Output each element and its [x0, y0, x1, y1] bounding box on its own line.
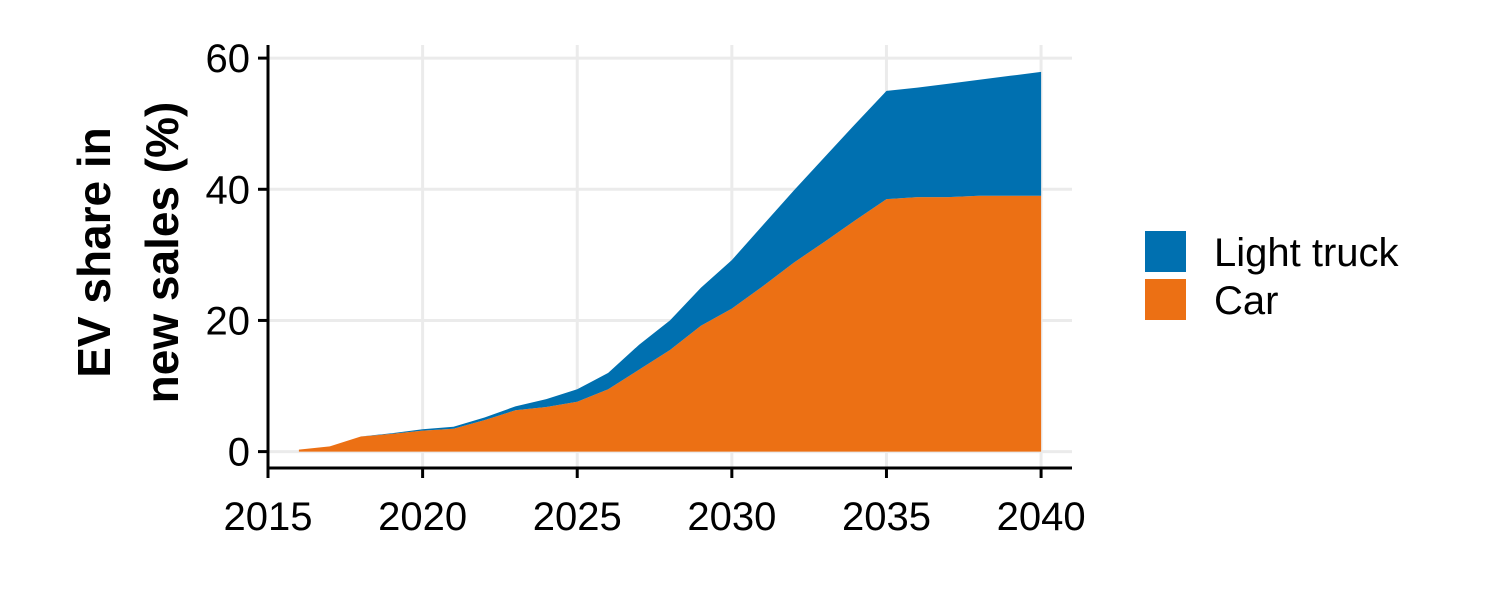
axes: [266, 45, 1072, 470]
y-axis-label: EV share in new sales (%): [68, 102, 188, 404]
area-car: [298, 195, 1042, 452]
x-tick-label-2020: 2020: [378, 495, 467, 539]
x-tick-label-2025: 2025: [533, 495, 622, 539]
legend-swatch-car: [1145, 279, 1186, 320]
legend-label-light-truck: Light truck: [1214, 231, 1400, 275]
x-tick-label-2040: 2040: [997, 495, 1086, 539]
area-light-truck: [298, 71, 1042, 450]
stacked-areas: [298, 71, 1042, 452]
y-tick-label-20: 20: [206, 299, 251, 343]
y-axis-label-line-2: new sales (%): [136, 102, 188, 404]
y-tick-label-0: 0: [228, 431, 250, 475]
y-tick-label-60: 60: [206, 37, 251, 81]
legend-swatch-light-truck: [1145, 231, 1186, 272]
legend-label-car: Car: [1214, 279, 1278, 323]
y-tick-label-40: 40: [206, 168, 251, 212]
y-axis-label-line-1: EV share in: [68, 127, 120, 378]
x-ticks: 2015 2020 2025 2030 2035 2040: [224, 468, 1086, 539]
x-tick-label-2015: 2015: [224, 495, 313, 539]
x-tick-label-2030: 2030: [687, 495, 776, 539]
y-ticks: 0 20 40 60: [206, 37, 268, 475]
x-tick-label-2035: 2035: [842, 495, 931, 539]
